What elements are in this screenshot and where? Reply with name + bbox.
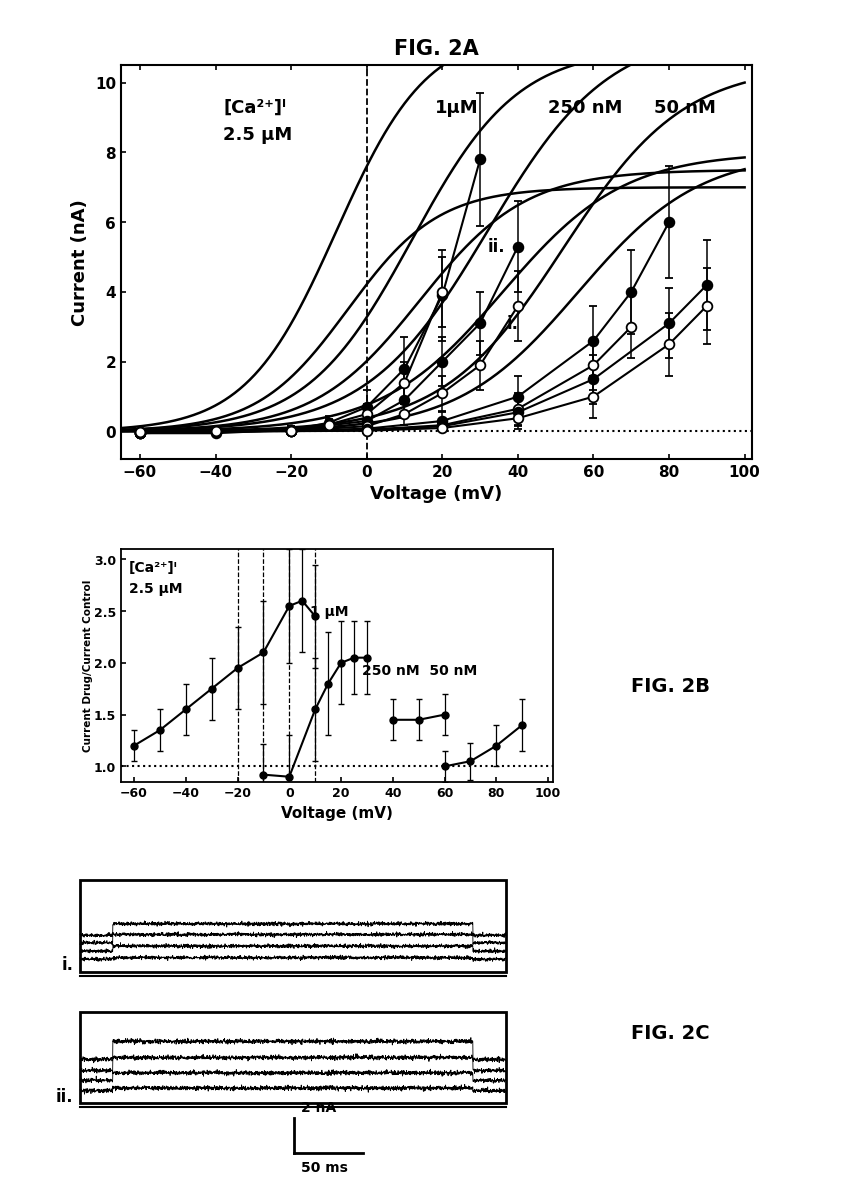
Text: ii.: ii. [56,1088,73,1106]
Text: 2 nA: 2 nA [301,1101,336,1115]
Text: 2.5 μM: 2.5 μM [129,581,182,596]
Y-axis label: Current (nA): Current (nA) [72,199,90,326]
Text: [Ca²⁺]ᴵ: [Ca²⁺]ᴵ [223,99,286,117]
Text: 250 nM  50 nM: 250 nM 50 nM [361,664,477,677]
Text: 50 nM: 50 nM [653,99,715,117]
Text: 1μM: 1μM [435,99,478,117]
Text: 1 μM: 1 μM [310,604,348,618]
Text: [Ca²⁺]ᴵ: [Ca²⁺]ᴵ [129,561,178,574]
Text: i.: i. [506,315,518,333]
Y-axis label: Current Drug/Current Control: Current Drug/Current Control [82,579,92,752]
X-axis label: Voltage (mV): Voltage (mV) [371,485,502,503]
Text: FIG. 2B: FIG. 2B [631,677,709,696]
Bar [80,1011,505,1103]
Text: 50 ms: 50 ms [301,1161,347,1175]
Text: 2.5 μM: 2.5 μM [223,127,292,144]
Text: FIG. 2C: FIG. 2C [631,1023,709,1042]
X-axis label: Voltage (mV): Voltage (mV) [281,806,393,820]
Bar [80,880,505,972]
Title: FIG. 2A: FIG. 2A [394,38,479,59]
Text: i.: i. [61,956,73,974]
Text: ii.: ii. [487,238,505,256]
Text: 250 nM: 250 nM [548,99,622,117]
